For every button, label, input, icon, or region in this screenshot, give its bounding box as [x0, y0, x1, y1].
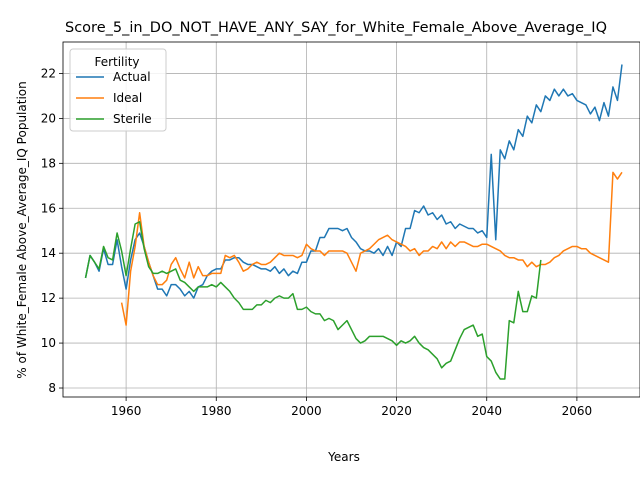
- legend-label-ideal: Ideal: [113, 91, 142, 105]
- x-tick-label: 2040: [471, 404, 502, 418]
- legend-label-actual: Actual: [113, 70, 151, 84]
- chart-title: Score_5_in_DO_NOT_HAVE_ANY_SAY_for_White…: [65, 20, 607, 36]
- x-tick-label: 2060: [562, 404, 593, 418]
- x-tick-label: 1980: [201, 404, 232, 418]
- legend-box: [69, 48, 167, 132]
- y-tick-label: 10: [41, 336, 56, 350]
- series-line-actual: [84, 64, 623, 299]
- series-line-sterile: [84, 221, 542, 380]
- x-tick-label: 2020: [381, 404, 412, 418]
- y-tick-label: 12: [41, 291, 56, 305]
- y-tick-label: 8: [48, 381, 56, 395]
- plot-frame: [62, 41, 640, 398]
- legend-title: Fertility: [94, 55, 139, 69]
- y-tick-label: 22: [41, 66, 56, 80]
- y-tick-label: 16: [41, 201, 56, 215]
- x-tick-label: 2000: [291, 404, 322, 418]
- y-tick-label: 18: [41, 156, 56, 170]
- y-tick-label: 20: [41, 111, 56, 125]
- legend-label-sterile: Sterile: [113, 112, 152, 126]
- y-axis: 8 10 12 14 16 18 20 22: [41, 66, 63, 395]
- x-tick-label: 1960: [111, 404, 142, 418]
- y-axis-label: % of White_Female Above_Average_IQ Popul…: [15, 81, 29, 378]
- y-tick-label: 14: [41, 246, 56, 260]
- series-line-ideal: [120, 171, 623, 326]
- x-axis-label: Years: [327, 450, 360, 464]
- x-axis: 1960 1980 2000 2020 2040 2060: [111, 397, 592, 418]
- grid: [63, 42, 640, 397]
- legend: Fertility Actual Ideal Sterile: [69, 48, 167, 132]
- series-layer: [84, 64, 623, 380]
